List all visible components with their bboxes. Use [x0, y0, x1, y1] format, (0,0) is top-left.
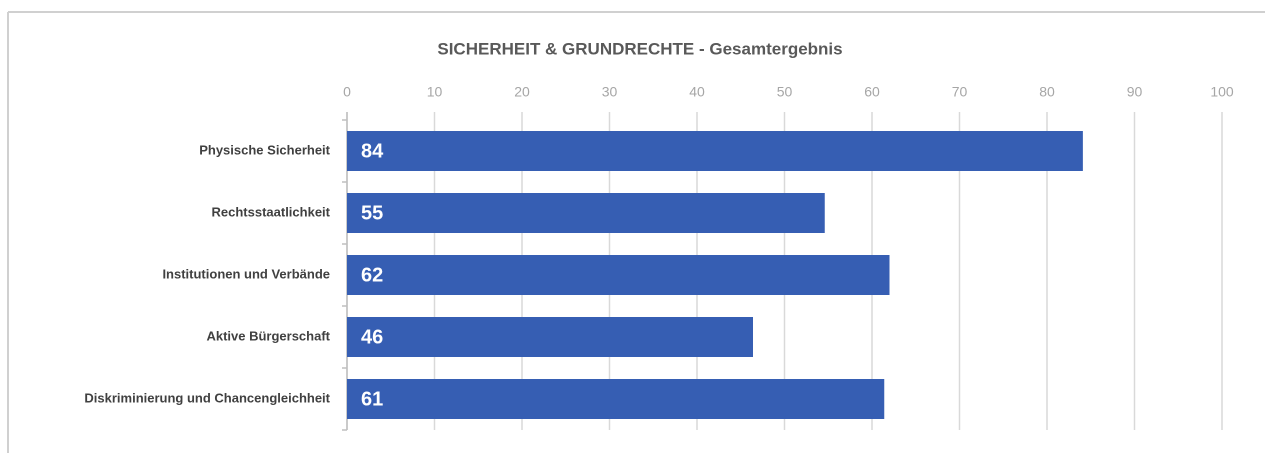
y-tick-label: Rechtsstaatlichkeit — [212, 204, 331, 219]
x-tick-label: 30 — [602, 84, 618, 100]
x-tick-label: 20 — [514, 84, 530, 100]
y-tick-label: Institutionen und Verbände — [162, 266, 330, 281]
x-tick-label: 70 — [952, 84, 968, 100]
bar — [347, 317, 753, 357]
data-label: 84 — [361, 140, 384, 162]
bar — [347, 193, 825, 233]
x-tick-label: 40 — [689, 84, 705, 100]
y-tick-label: Diskriminierung und Chancengleichheit — [84, 390, 330, 405]
x-tick-label: 50 — [777, 84, 793, 100]
x-tick-label: 0 — [343, 84, 351, 100]
bar — [347, 379, 885, 419]
bar — [347, 131, 1083, 171]
x-tick-label: 80 — [1039, 84, 1055, 100]
data-label: 55 — [361, 202, 383, 224]
y-tick-label: Physische Sicherheit — [199, 142, 330, 157]
x-tick-label: 10 — [427, 84, 443, 100]
x-tick-label: 100 — [1210, 84, 1234, 100]
x-tick-label: 90 — [1127, 84, 1143, 100]
y-tick-label: Aktive Bürgerschaft — [206, 328, 330, 343]
bar — [347, 255, 890, 295]
data-label: 46 — [361, 326, 383, 348]
chart-title: SICHERHEIT & GRUNDRECHTE - Gesamtergebni… — [437, 39, 842, 58]
data-label: 62 — [361, 264, 383, 286]
x-tick-label: 60 — [864, 84, 880, 100]
data-label: 61 — [361, 388, 383, 410]
